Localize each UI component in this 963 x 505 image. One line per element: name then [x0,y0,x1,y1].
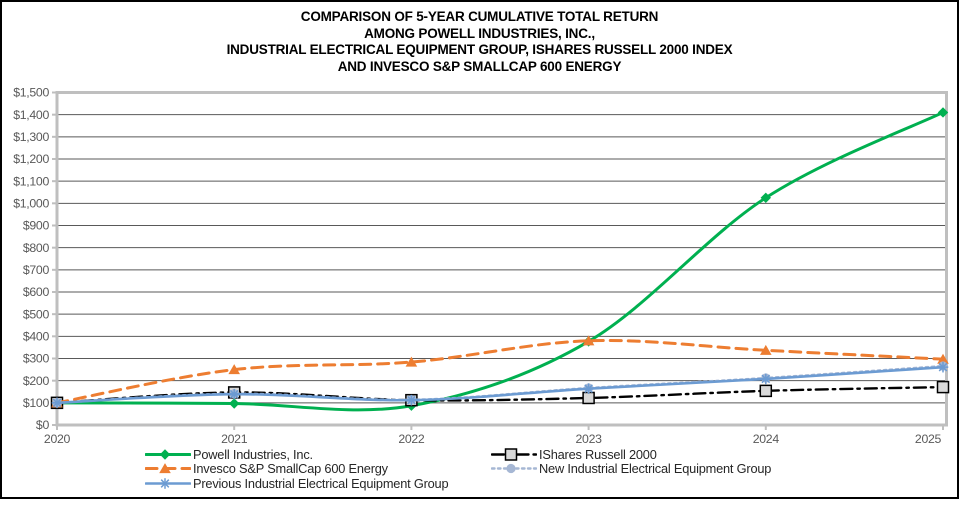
legend-key-icon [145,449,191,460]
triangle-marker [937,353,949,364]
square-marker [759,384,773,398]
y-tick-label: $1,200 [13,152,49,166]
square-marker [936,380,950,394]
asterisk-spoke [584,384,593,393]
chart-legend-left-column: Powell Industries, Inc. Invesco S&P Small… [145,447,449,491]
asterisk-spoke [160,479,170,488]
legend-key-icon [491,464,537,474]
y-tick-label: $1,400 [13,108,49,122]
x-tick-label: 2023 [576,432,603,446]
square-marker [504,448,518,461]
legend-label: Invesco S&P SmallCap 600 Energy [193,461,388,477]
y-tick-label: $100 [23,396,50,410]
legend-item: Powell Industries, Inc. [145,447,448,462]
legend-label: New Industrial Electrical Equipment Grou… [539,461,772,477]
asterisk-spoke [407,395,416,405]
y-tick-label: $1,300 [13,130,49,144]
legend-label: IShares Russell 2000 [539,446,657,462]
triangle-marker [159,463,171,474]
legend-key-icon [491,448,537,461]
chart-title-line: INDUSTRIAL ELECTRICAL EQUIPMENT GROUP, I… [226,42,733,57]
asterisk-marker [760,373,772,385]
x-tick-label: 2021 [221,432,248,446]
triangle-marker [760,344,772,355]
series-line [55,385,945,405]
asterisk-spoke [229,389,239,399]
y-tick-label: $0 [36,418,50,432]
legend-label: Powell Industries, Inc. [193,446,313,462]
diamond-marker [760,192,771,203]
x-tick-label: 2022 [398,432,425,446]
chart-title-line: AND INVESCO S&P SMALLCAP 600 ENERGY [337,58,622,74]
chart-title-line: COMPARISON OF 5-YEAR CUMULATIVE TOTAL RE… [300,9,659,24]
legend-item: Invesco S&P SmallCap 600 Energy [145,461,448,477]
y-tick-label: $1,500 [13,86,49,100]
y-tick-label: $200 [23,374,50,388]
legend-item: Previous Industrial Electrical Equipment… [145,475,449,491]
legend-item: New Industrial Electrical Equipment Grou… [491,461,772,477]
y-tick-label: $800 [23,241,50,255]
y-tick-label: $700 [23,263,50,277]
y-tick-label: $1,100 [13,174,49,188]
y-tick-label: $900 [23,219,50,233]
y-tick-label: $500 [23,307,50,321]
y-tick-label: $400 [23,330,50,344]
y-tick-label: $1,000 [13,197,49,211]
diamond-marker [937,107,949,118]
x-tick-label: 2024 [753,432,780,446]
asterisk-marker [937,361,949,373]
chart-title: COMPARISON OF 5-YEAR CUMULATIVE TOTAL RE… [2,9,957,75]
x-tick-label: 2020 [44,432,71,446]
asterisk-marker [159,478,171,489]
legend-item: IShares Russell 2000 [491,447,771,462]
series-line [55,364,945,405]
chart-title-line: AMONG POWELL INDUSTRIES, INC., [364,25,595,41]
legend-key-icon [145,478,191,489]
chart-plot: $1,500 $1,400 $1,300 $1,200 $1,100 $1,000 $900… [13,86,950,446]
legend-label: Previous Industrial Electrical Equipment… [193,475,449,491]
asterisk-marker [228,388,240,400]
legend-key-icon [145,463,191,474]
series-line [55,110,945,412]
square-marker [582,391,595,405]
asterisk-marker [406,394,417,406]
chart-legend-right-column: IShares Russell 2000 New Industrial Elect… [491,447,771,476]
y-tick-label: $300 [23,352,50,366]
asterisk-marker [51,397,63,409]
series-line [55,365,945,405]
plot-border [55,91,948,427]
x-tick-label: 2025 [915,432,942,446]
triangle-marker [405,356,418,367]
triangle-marker [582,335,595,346]
y-tick-label: $600 [23,285,50,299]
asterisk-spoke [761,374,771,384]
circle-marker [506,464,516,474]
diamond-marker [229,398,240,409]
asterisk-spoke [52,398,62,408]
diamond-marker [159,449,171,460]
triangle-marker [228,364,240,375]
asterisk-spoke [938,362,948,372]
asterisk-marker [583,383,594,394]
